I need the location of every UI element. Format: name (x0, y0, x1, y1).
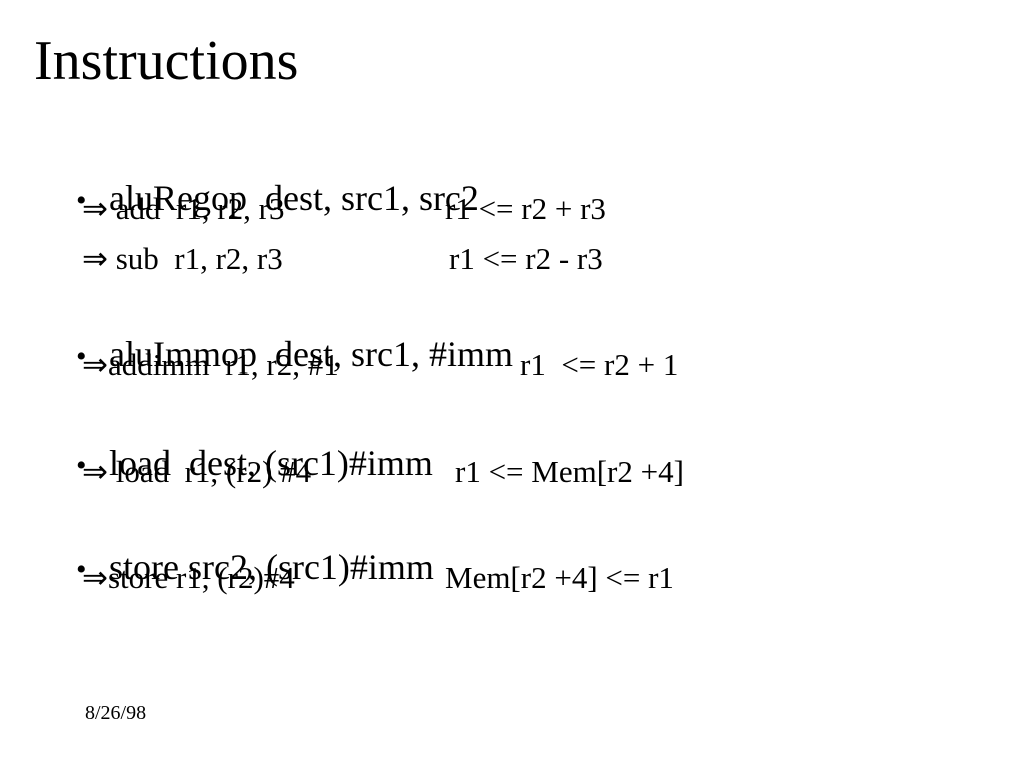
sub-line-semantics: r1 <= r2 + 1 (520, 347, 679, 382)
bullet-heading: load dest, (src1)#imm (109, 443, 433, 484)
sub-line-store: ⇒store r1, (r2)#4 Mem[r2 +4] <= r1 (0, 559, 1024, 603)
slide-footer-date: 8/26/98 (85, 702, 147, 724)
sub-line-code: ⇒ add r1, r2, r3 (82, 191, 285, 226)
bullet-icon: • (76, 553, 87, 587)
bullet-heading: aluImmop dest, src1, #imm (109, 334, 513, 375)
sub-line-semantics: r1 <= Mem[r2 +4] (455, 454, 684, 489)
bullet-item-aluregop: • aluRegop dest, src1, src2 (40, 134, 479, 264)
sub-line-add: ⇒ add r1, r2, r3 r1 <= r2 + r3 (0, 190, 1024, 234)
bullet-icon: • (76, 340, 87, 374)
bullet-item-aluimmop: • aluImmop dest, src1, #imm (40, 290, 513, 420)
sub-line-sub: ⇒ sub r1, r2, r3 r1 <= r2 - r3 (0, 240, 1024, 284)
sub-line-code: ⇒addimm r1, r2, #1 (82, 347, 339, 382)
sub-line-semantics: r1 <= r2 + r3 (445, 191, 606, 226)
sub-line-load: ⇒ load r1, (r2) #4 r1 <= Mem[r2 +4] (0, 453, 1024, 497)
bullet-heading: aluRegop dest, src1, src2 (109, 178, 479, 219)
sub-line-code: ⇒ sub r1, r2, r3 (82, 241, 283, 276)
sub-line-semantics: r1 <= r2 - r3 (449, 241, 603, 276)
sub-line-semantics: Mem[r2 +4] <= r1 (445, 560, 674, 595)
bullet-item-load: • load dest, (src1)#imm (40, 399, 433, 529)
sub-line-code: ⇒store r1, (r2)#4 (82, 560, 295, 595)
slide-title: Instructions (34, 30, 299, 92)
bullet-icon: • (76, 449, 87, 483)
bullet-heading: store src2, (src1)#imm (109, 547, 434, 588)
bullet-icon: • (76, 184, 87, 218)
sub-line-code: ⇒ load r1, (r2) #4 (82, 454, 312, 489)
bullet-item-store: • store src2, (src1)#imm (40, 503, 434, 633)
sub-line-addimm: ⇒addimm r1, r2, #1 r1 <= r2 + 1 (0, 346, 1024, 390)
